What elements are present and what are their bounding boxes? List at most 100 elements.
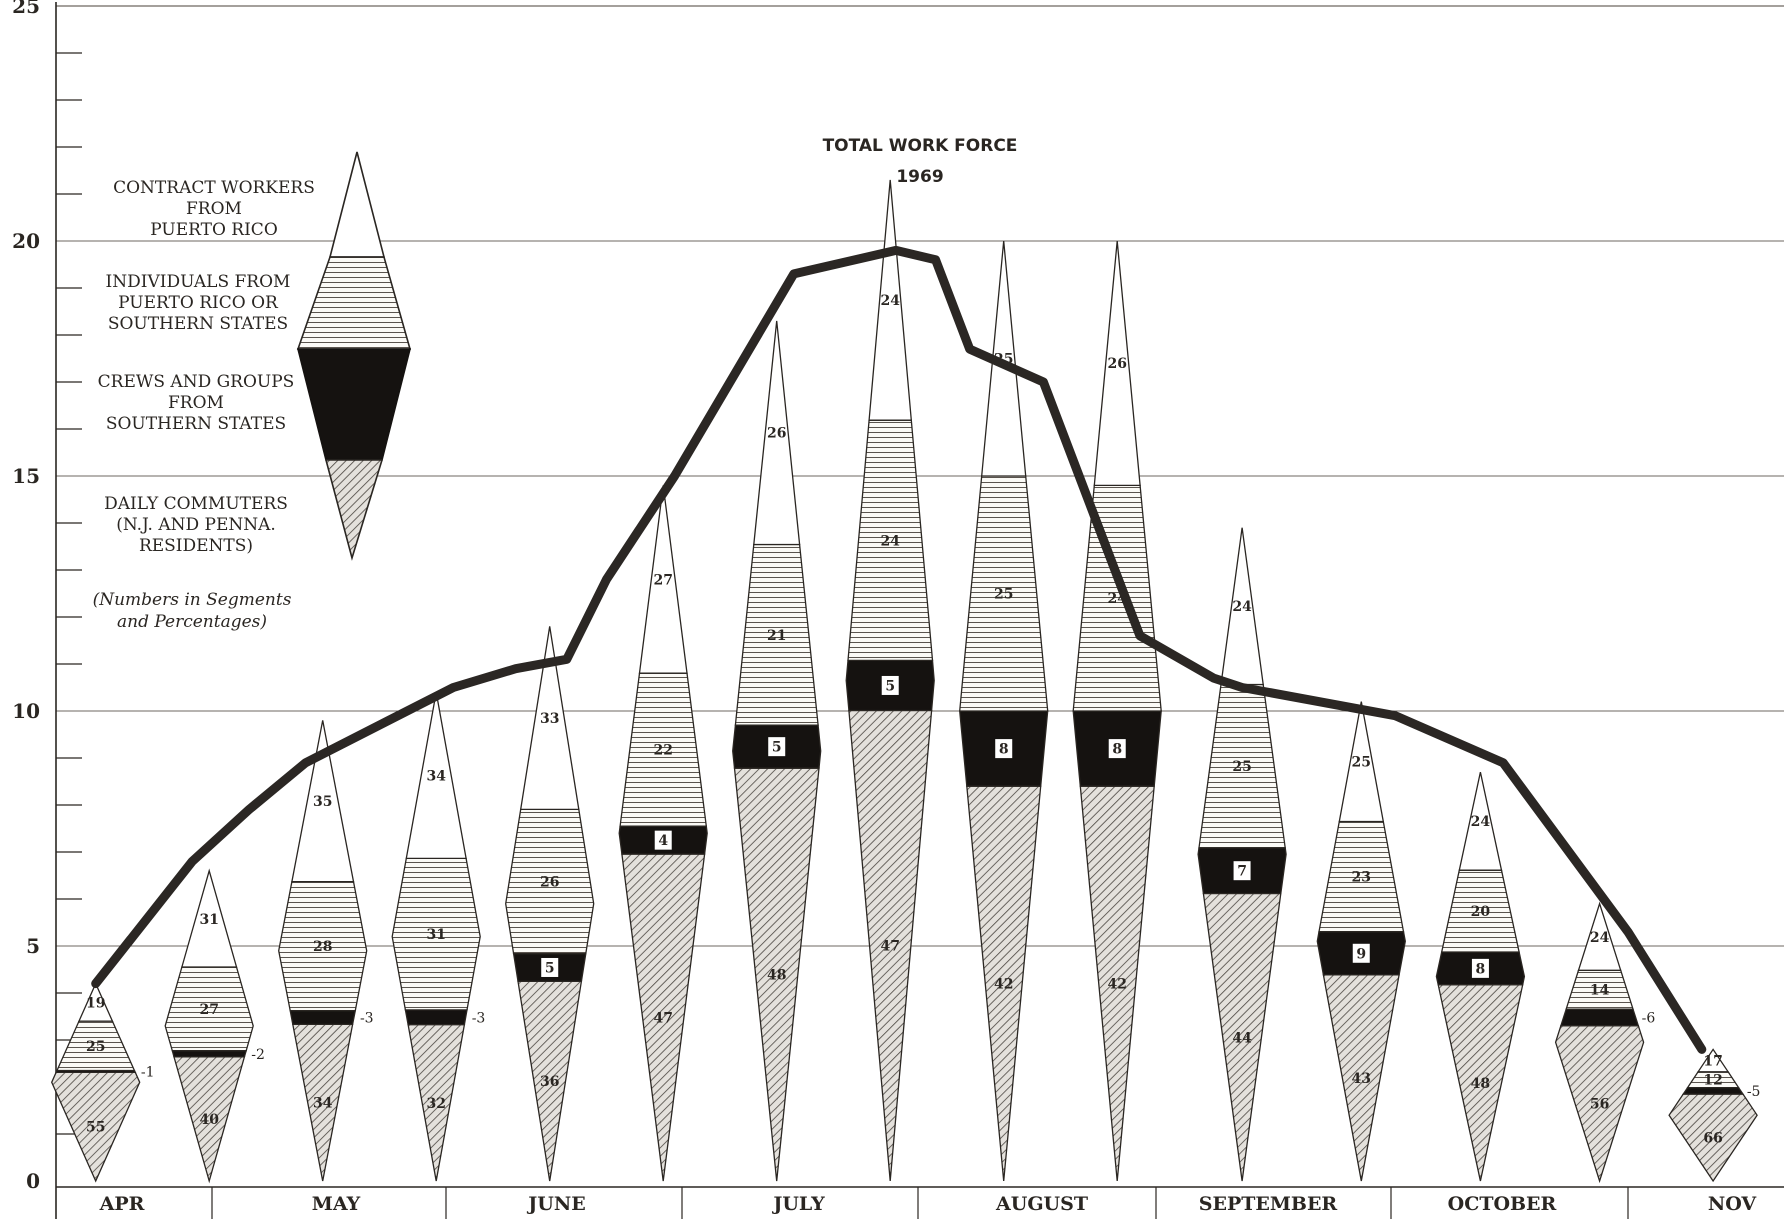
segment-label-individuals: 31 bbox=[426, 927, 445, 943]
month-label-apr: APR bbox=[99, 1193, 145, 1215]
month-label-may: MAY bbox=[312, 1193, 361, 1215]
segment-label-commuters: 47 bbox=[880, 939, 899, 955]
legend-individuals-line-2: PUERTO RICO OR bbox=[118, 293, 279, 313]
legend-individuals-line-3: SOUTHERN STATES bbox=[108, 314, 288, 334]
segment-label-individuals: 27 bbox=[199, 1002, 218, 1018]
crews-label-box bbox=[1470, 957, 1490, 979]
segment-label-contract: 26 bbox=[1107, 356, 1126, 372]
segment-label-commuters: 55 bbox=[86, 1120, 105, 1136]
segment-label-individuals: 25 bbox=[1232, 759, 1251, 775]
segment-contract bbox=[1696, 1048, 1730, 1073]
segment-label-commuters: 47 bbox=[653, 1011, 672, 1027]
segment-crews bbox=[1560, 1008, 1640, 1027]
y-tick-label-10: 10 bbox=[12, 699, 40, 723]
segment-contract bbox=[181, 868, 238, 968]
crews-label-box bbox=[540, 956, 560, 978]
segment-label-commuters: 56 bbox=[1590, 1096, 1609, 1112]
crews-label-box bbox=[1107, 738, 1127, 760]
segment-crews bbox=[289, 1009, 357, 1026]
total-work-force-line-group bbox=[91, 245, 1707, 1054]
segment-label-contract: 24 bbox=[1590, 930, 1610, 946]
chart-title-text: TOTAL WORK FORCE bbox=[823, 136, 1018, 156]
segment-label-commuters: 44 bbox=[1232, 1030, 1252, 1046]
segment-label-commuters: 42 bbox=[1107, 977, 1126, 993]
crews-label-box bbox=[880, 674, 900, 696]
y-tick-label-25: 25 bbox=[12, 0, 40, 18]
segment-label-commuters: 66 bbox=[1703, 1131, 1722, 1147]
segment-contract bbox=[1577, 901, 1622, 971]
y-axis: 0 5 10 15 20 25 bbox=[12, 0, 82, 1219]
segment-label-crews: 8 bbox=[1112, 742, 1122, 758]
segment-label-contract: 35 bbox=[313, 794, 332, 810]
diamond-bar-7: 48 5 21 26 bbox=[732, 320, 822, 1182]
segment-label-crews: 8 bbox=[1476, 961, 1486, 977]
x-axis-months: APR MAY JUNE JULY AUGUST SEPTEMBER OCTOBER NOV bbox=[99, 1187, 1757, 1219]
segment-label-contract: 27 bbox=[653, 572, 672, 588]
legend: CONTRACT WORKERS FROM PUERTO RICO INDIVI… bbox=[93, 151, 412, 632]
segment-label-contract: 24 bbox=[1471, 814, 1491, 830]
segment-contract bbox=[519, 626, 580, 811]
diamond-bars: 55-1251940-2273134-3283532-3313436526334… bbox=[50, 179, 1761, 1184]
legend-contract-line-3: PUERTO RICO bbox=[150, 220, 278, 240]
segment-crews bbox=[171, 1050, 248, 1058]
diamond-bar-12: 43 9 23 25 bbox=[1316, 701, 1406, 1182]
legend-contract-line-2: FROM bbox=[186, 199, 242, 219]
chart-subtitle-text: 1969 bbox=[896, 167, 943, 187]
crews-label-box bbox=[994, 738, 1014, 760]
segment-label-crews: 7 bbox=[1237, 864, 1247, 880]
legend-crews-line-1: CREWS AND GROUPS bbox=[98, 372, 295, 392]
legend-crews-swatch bbox=[296, 348, 412, 461]
diamond-bar-15: 66 -5 12 17 bbox=[1668, 1048, 1761, 1183]
segment-label-commuters: 48 bbox=[1471, 1076, 1490, 1092]
chart-title: TOTAL WORK FORCE 1969 bbox=[823, 136, 1018, 187]
segment-contract bbox=[753, 320, 801, 546]
segment-contract bbox=[868, 179, 913, 421]
segment-label-commuters: 42 bbox=[994, 977, 1013, 993]
diamond-bar-13: 48 8 20 24 bbox=[1435, 771, 1526, 1182]
diamond-bar-11: 44 7 25 24 bbox=[1197, 527, 1287, 1182]
legend-contract-line-1: CONTRACT WORKERS bbox=[113, 178, 315, 198]
legend-crews-line-3: SOUTHERN STATES bbox=[106, 414, 286, 434]
segment-label-individuals: 20 bbox=[1471, 904, 1491, 920]
legend-crews-line-2: FROM bbox=[168, 393, 224, 413]
segment-label-commuters: 36 bbox=[540, 1074, 559, 1090]
diamond-bar-4: 32 -3 31 34 bbox=[391, 692, 485, 1182]
segment-label-contract: 24 bbox=[1232, 599, 1252, 615]
segment-label-contract: 26 bbox=[767, 426, 786, 442]
segment-label-individuals: 12 bbox=[1703, 1073, 1722, 1089]
month-label-august: AUGUST bbox=[995, 1193, 1088, 1215]
segment-contract bbox=[291, 720, 355, 883]
month-label-october: OCTOBER bbox=[1448, 1193, 1557, 1215]
diamond-bar-3: 34 -3 28 35 bbox=[278, 720, 374, 1182]
segment-contract bbox=[638, 485, 688, 674]
segment-label-individuals: 21 bbox=[767, 628, 786, 644]
diamond-bar-2: 40 -2 27 31 bbox=[164, 868, 265, 1184]
segment-label-crews: -3 bbox=[360, 1010, 374, 1026]
legend-commuters-line-2: (N.J. AND PENNA. bbox=[116, 515, 276, 535]
crews-label-box bbox=[1232, 860, 1252, 882]
legend-note-line-2: and Percentages) bbox=[117, 612, 267, 632]
legend-commuters-line-1: DAILY COMMUTERS bbox=[104, 494, 288, 514]
crews-label-box bbox=[767, 736, 787, 758]
segment-label-crews: -1 bbox=[141, 1064, 155, 1080]
segment-label-contract: 33 bbox=[540, 711, 559, 727]
crews-label-box bbox=[1351, 942, 1371, 964]
y-tick-label-0: 0 bbox=[26, 1169, 40, 1193]
segment-label-individuals: 28 bbox=[313, 939, 332, 955]
y-tick-label-15: 15 bbox=[12, 464, 40, 488]
total-work-force-line bbox=[91, 245, 1707, 1054]
segment-label-crews: 5 bbox=[885, 678, 895, 694]
diamond-bar-8: 47 5 24 24 bbox=[845, 179, 935, 1182]
diamond-bar-1: 55 -1 25 19 bbox=[50, 982, 155, 1183]
segment-label-contract: 34 bbox=[426, 768, 446, 784]
month-label-june: JUNE bbox=[526, 1193, 585, 1215]
segment-label-individuals: 25 bbox=[86, 1039, 105, 1055]
segment-label-individuals: 22 bbox=[653, 743, 672, 759]
legend-commuters-line-3: RESIDENTS) bbox=[139, 536, 253, 556]
y-tick-label-5: 5 bbox=[26, 934, 40, 958]
segment-contract bbox=[405, 692, 467, 860]
segment-label-crews: -5 bbox=[1747, 1084, 1761, 1100]
segment-label-crews: 4 bbox=[658, 833, 668, 849]
